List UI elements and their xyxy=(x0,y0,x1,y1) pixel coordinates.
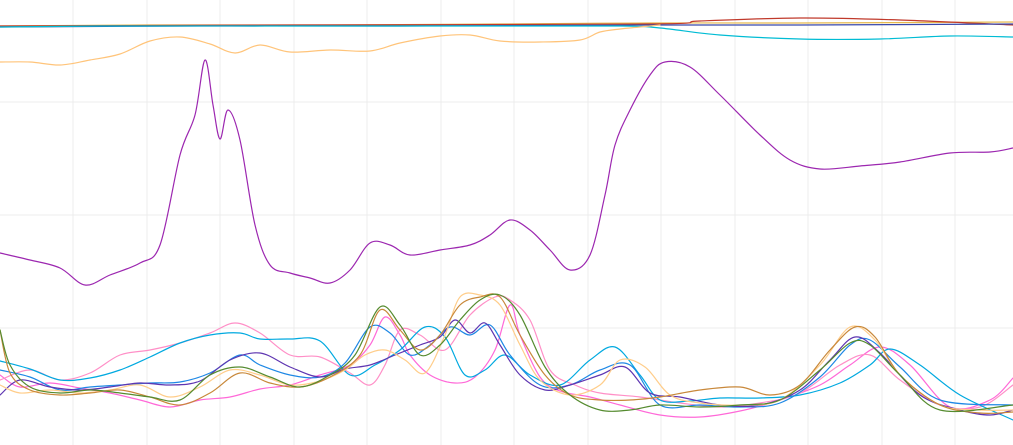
series-line-4 xyxy=(0,25,1013,41)
series-line-11 xyxy=(0,319,1013,416)
series-line-2 xyxy=(0,17,1013,27)
series-line-14 xyxy=(0,293,1013,413)
series-line-12 xyxy=(0,292,1013,411)
series-line-10 xyxy=(0,323,1013,409)
series-line-5 xyxy=(0,24,661,66)
series-line-7 xyxy=(0,304,1013,418)
series-line-9 xyxy=(0,325,1013,421)
chart-series xyxy=(0,17,1013,421)
series-line-6 xyxy=(0,59,1013,286)
